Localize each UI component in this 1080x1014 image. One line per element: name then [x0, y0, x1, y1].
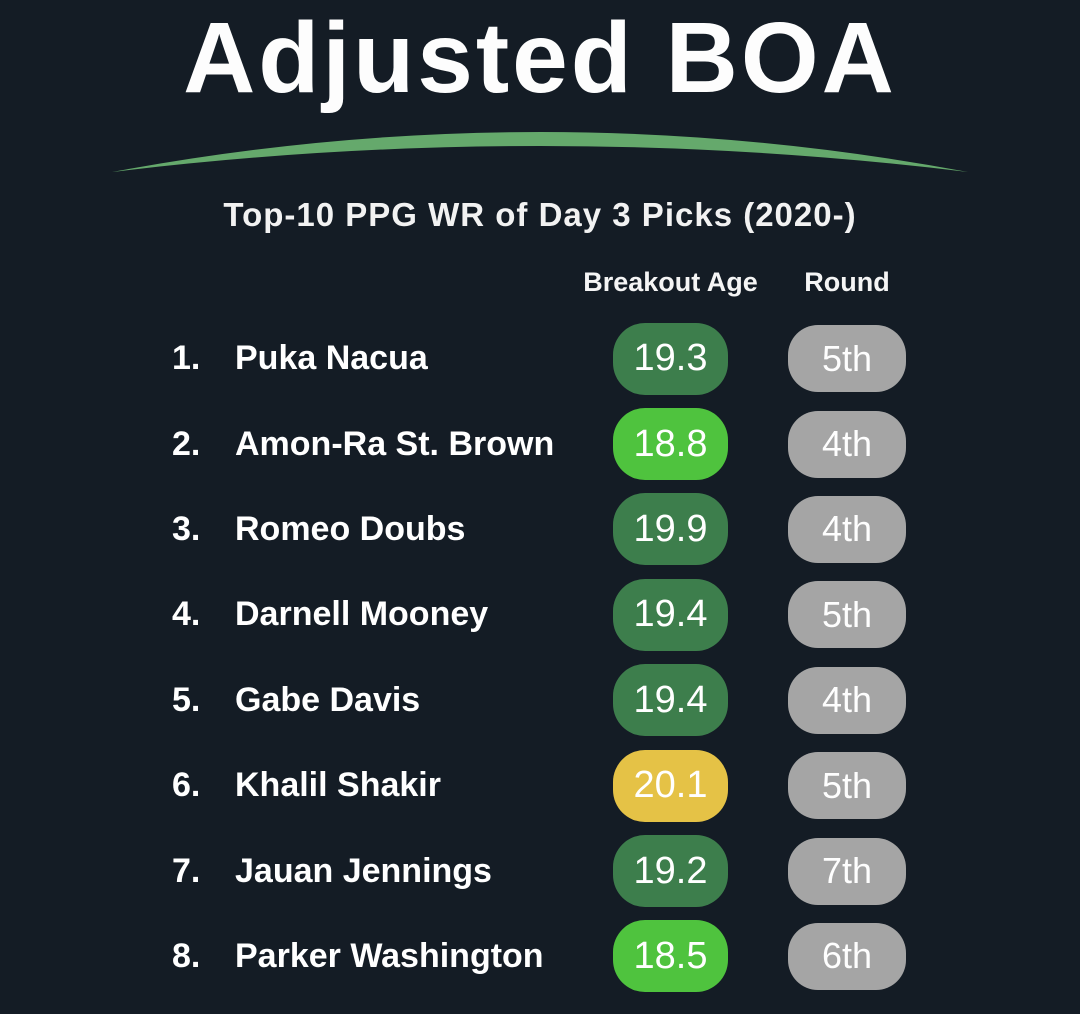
- table-row: 6. Khalil Shakir 20.1 5th: [0, 743, 1080, 828]
- player-name: Parker Washington: [235, 936, 544, 975]
- round-pill: 4th: [788, 666, 906, 734]
- rank-label: 8.: [172, 936, 201, 975]
- breakout-age-pill: 19.9: [613, 493, 728, 566]
- table-row: 2. Amon-Ra St. Brown 18.8 4th: [0, 401, 1080, 486]
- swoosh-underline: [112, 132, 968, 172]
- player-name: Khalil Shakir: [235, 766, 441, 805]
- player-name: Puka Nacua: [235, 339, 428, 378]
- round-pill: 6th: [788, 922, 906, 990]
- swoosh-path: [112, 132, 968, 172]
- table-row: 8. Parker Washington 18.5 6th: [0, 914, 1080, 999]
- breakout-age-pill: 19.4: [613, 664, 728, 737]
- column-headers: Breakout Age Round: [0, 262, 1080, 302]
- round-pill: 7th: [788, 837, 906, 905]
- rank-label: 4.: [172, 595, 201, 634]
- rank-label: 2.: [172, 424, 201, 463]
- player-name: Jauan Jennings: [235, 851, 492, 890]
- rank-label: 7.: [172, 851, 201, 890]
- table-row: 3. Romeo Doubs 19.9 4th: [0, 487, 1080, 572]
- table-row: 7. Jauan Jennings 19.2 7th: [0, 828, 1080, 913]
- rank-label: 6.: [172, 766, 201, 805]
- rank-label: 3.: [172, 509, 201, 548]
- column-header-round: Round: [804, 266, 890, 297]
- table-row: 1. Puka Nacua 19.3 5th: [0, 316, 1080, 401]
- rank-label: 1.: [172, 339, 201, 378]
- breakout-age-pill: 19.3: [613, 322, 728, 395]
- table-row: 5. Gabe Davis 19.4 4th: [0, 658, 1080, 743]
- rows: 1. Puka Nacua 19.3 5th 2. Amon-Ra St. Br…: [0, 316, 1080, 999]
- player-name: Darnell Mooney: [235, 595, 489, 634]
- breakout-age-pill: 18.8: [613, 408, 728, 481]
- rank-label: 5.: [172, 680, 201, 719]
- player-name: Gabe Davis: [235, 680, 421, 719]
- round-pill: 5th: [788, 752, 906, 820]
- table-row: 4. Darnell Mooney 19.4 5th: [0, 572, 1080, 657]
- breakout-age-pill: 19.4: [613, 578, 728, 651]
- chart-subtitle: Top-10 PPG WR of Day 3 Picks (2020-): [223, 196, 857, 233]
- column-header-breakout-age: Breakout Age: [583, 266, 758, 297]
- player-name: Amon-Ra St. Brown: [235, 424, 555, 463]
- breakout-age-pill: 19.2: [613, 835, 728, 908]
- round-pill: 5th: [788, 325, 906, 393]
- round-pill: 5th: [788, 581, 906, 649]
- page-title: Adjusted BOA: [183, 2, 897, 114]
- breakout-age-pill: 18.5: [613, 920, 728, 993]
- player-name: Romeo Doubs: [235, 509, 466, 548]
- breakout-age-pill: 20.1: [613, 749, 728, 822]
- round-pill: 4th: [788, 495, 906, 563]
- round-pill: 4th: [788, 410, 906, 478]
